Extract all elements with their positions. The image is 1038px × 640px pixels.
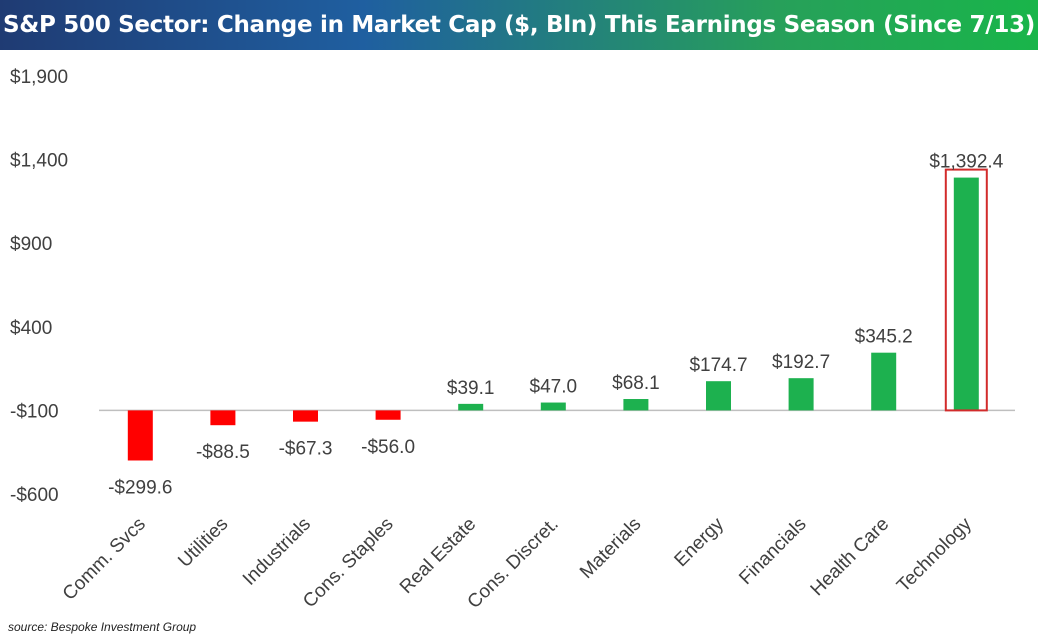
category-label: Health Care xyxy=(807,514,894,601)
bar-industrials xyxy=(293,410,318,422)
data-label: $1,392.4 xyxy=(929,152,1003,173)
bar-cons-discret xyxy=(540,402,566,411)
y-tick-label: $400 xyxy=(10,318,52,339)
bar-energy xyxy=(706,381,731,411)
data-label: $345.2 xyxy=(855,327,913,348)
category-label: Financials xyxy=(735,514,810,589)
data-label: -$56.0 xyxy=(361,437,415,458)
bar-financials xyxy=(788,378,814,411)
bar-materials xyxy=(623,399,649,411)
category-label: Comm. Svcs xyxy=(59,514,150,605)
category-label: Materials xyxy=(576,514,645,583)
data-label: $192.7 xyxy=(772,352,830,373)
source-note: source: Bespoke Investment Group xyxy=(8,620,197,634)
category-label: Energy xyxy=(671,513,729,571)
highlight-box xyxy=(944,168,988,412)
category-label: Technology xyxy=(893,513,976,596)
y-tick-label: -$600 xyxy=(10,485,59,506)
bar-technology xyxy=(953,177,979,411)
title-bar: S&P 500 Sector: Change in Market Cap ($,… xyxy=(0,0,1038,50)
data-label: $47.0 xyxy=(530,377,578,398)
y-tick-label: $1,400 xyxy=(10,151,68,172)
y-tick-label: -$100 xyxy=(10,401,59,422)
bar-cons-staples xyxy=(375,410,401,420)
bar-health-care xyxy=(871,352,897,411)
data-label: -$88.5 xyxy=(196,442,250,463)
data-label: $39.1 xyxy=(447,378,495,399)
bar-real-estate xyxy=(458,403,484,411)
bar-comm-svcs xyxy=(127,410,153,461)
category-label: Industrials xyxy=(239,514,315,590)
data-label: -$299.6 xyxy=(108,477,172,498)
category-label: Real Estate xyxy=(396,514,480,598)
data-label: $68.1 xyxy=(612,373,660,394)
category-label: Utilities xyxy=(174,514,232,572)
y-tick-label: $900 xyxy=(10,234,52,255)
chart-title: S&P 500 Sector: Change in Market Cap ($,… xyxy=(3,12,1035,38)
data-label: $174.7 xyxy=(689,355,747,376)
data-label: -$67.3 xyxy=(279,439,333,460)
y-tick-label: $1,900 xyxy=(10,67,68,88)
bar-utilities xyxy=(210,410,236,426)
